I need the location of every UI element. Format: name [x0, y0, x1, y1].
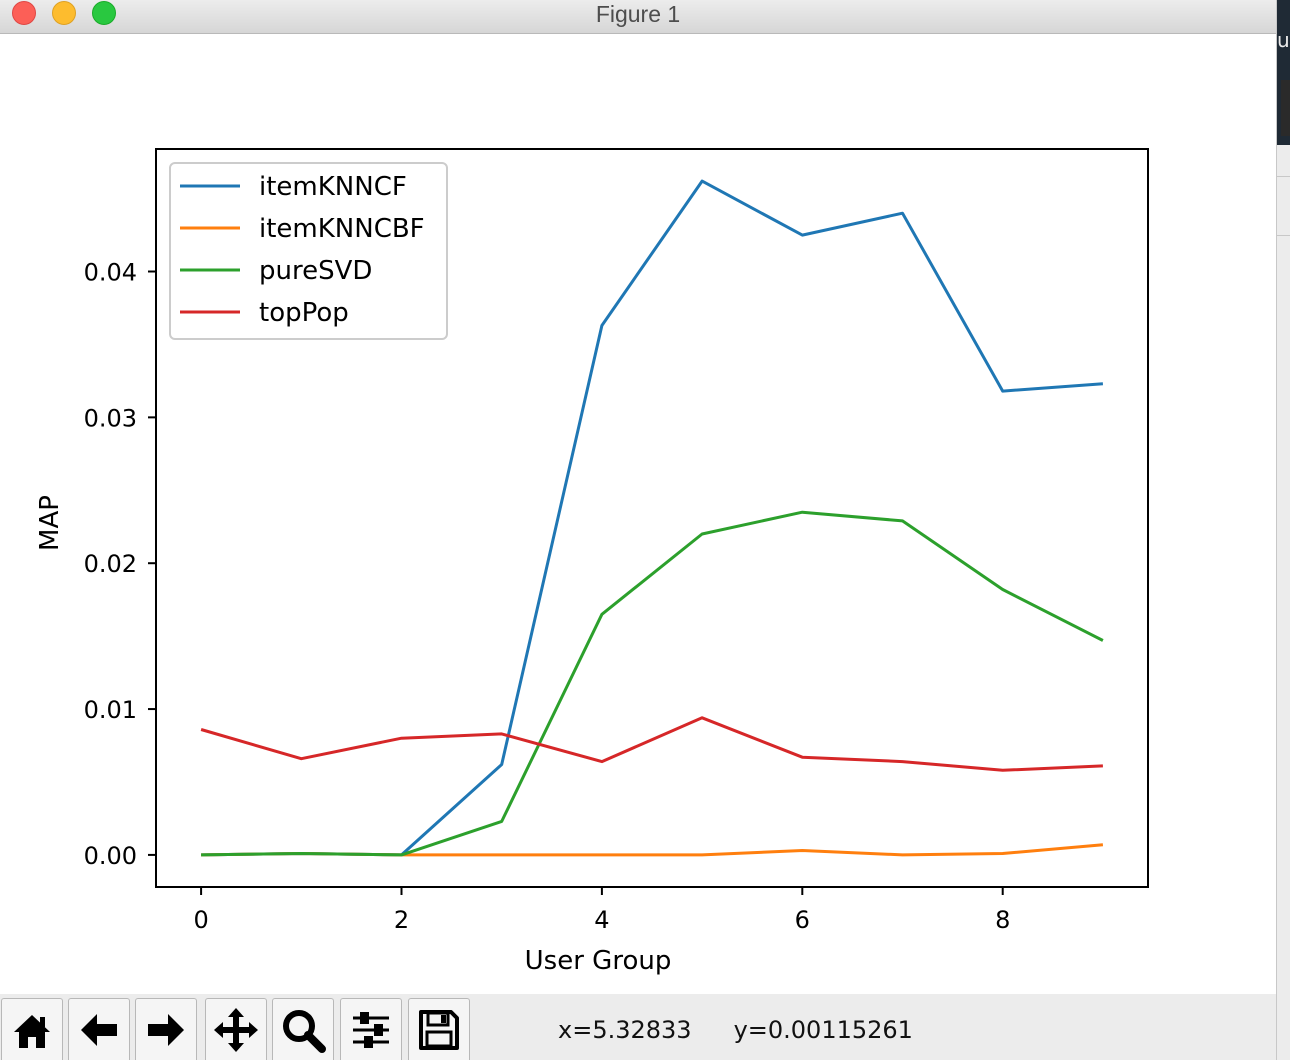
y-tick-label: 0.04: [84, 259, 137, 287]
cursor-x-readout: x=5.32833: [558, 1016, 692, 1044]
legend-entry: itemKNNCF: [259, 172, 407, 202]
zoom-button[interactable]: [272, 998, 334, 1060]
legend-entry: itemKNNCBF: [259, 214, 425, 244]
x-tick-label: 2: [394, 906, 409, 934]
y-tick-label: 0.00: [84, 842, 137, 870]
back-button[interactable]: [68, 998, 130, 1060]
magnifier-icon: [283, 1009, 326, 1053]
legend: itemKNNCF itemKNNCBF pureSVD topPop: [169, 162, 448, 340]
navigation-toolbar: [0, 994, 1276, 1060]
background-window-bar: [1281, 80, 1290, 136]
x-tick-label: 4: [594, 906, 609, 934]
series-line-topPop: [200, 716, 1103, 772]
cursor-y-readout: y=0.00115261: [733, 1016, 913, 1044]
save-button[interactable]: [408, 998, 470, 1060]
home-button[interactable]: [1, 998, 63, 1060]
move-icon: [214, 1007, 258, 1052]
y-tick-label: 0.01: [84, 696, 137, 724]
y-tick-label: 0.03: [84, 404, 137, 432]
home-icon: [14, 1014, 50, 1048]
x-axis-label: User Group: [525, 946, 672, 976]
divider: [1277, 235, 1290, 236]
pan-button[interactable]: [205, 998, 267, 1060]
series-line-pureSVD: [201, 510, 1104, 857]
close-window-button[interactable]: [12, 1, 36, 25]
background-window[interactable]: ur: [1276, 0, 1290, 1060]
floppy-disk-icon: [419, 1009, 459, 1050]
divider: [1277, 176, 1290, 177]
cursor-coordinates: x=5.32833 y=0.00115261: [558, 1016, 955, 1044]
zoom-window-button[interactable]: [92, 1, 116, 25]
arrow-right-icon: [148, 1013, 184, 1046]
minimize-window-button[interactable]: [52, 1, 76, 25]
forward-button[interactable]: [135, 998, 197, 1060]
y-tick-label: 0.02: [84, 550, 137, 578]
y-axis-label: MAP: [35, 495, 65, 551]
configure-subplots-button[interactable]: [340, 998, 402, 1060]
legend-box: [169, 162, 448, 340]
sliders-icon: [353, 1011, 389, 1048]
plot-frame: [155, 148, 1149, 888]
x-tick-label: 6: [795, 906, 810, 934]
window-title: Figure 1: [595, 1, 681, 27]
chart-canvas[interactable]: 0 2 4 6 8 0.00 0.01 0.02 0.03 0.04 User Group MAP it…: [0, 35, 1276, 990]
window-title-bar: Figure 1: [0, 0, 1276, 34]
background-window-label: ur: [1277, 28, 1290, 52]
x-tick-label: 8: [995, 906, 1010, 934]
x-tick-label: 0: [193, 906, 208, 934]
legend-entry: topPop: [259, 298, 349, 328]
legend-entry: pureSVD: [259, 256, 372, 286]
arrow-left-icon: [81, 1013, 117, 1046]
